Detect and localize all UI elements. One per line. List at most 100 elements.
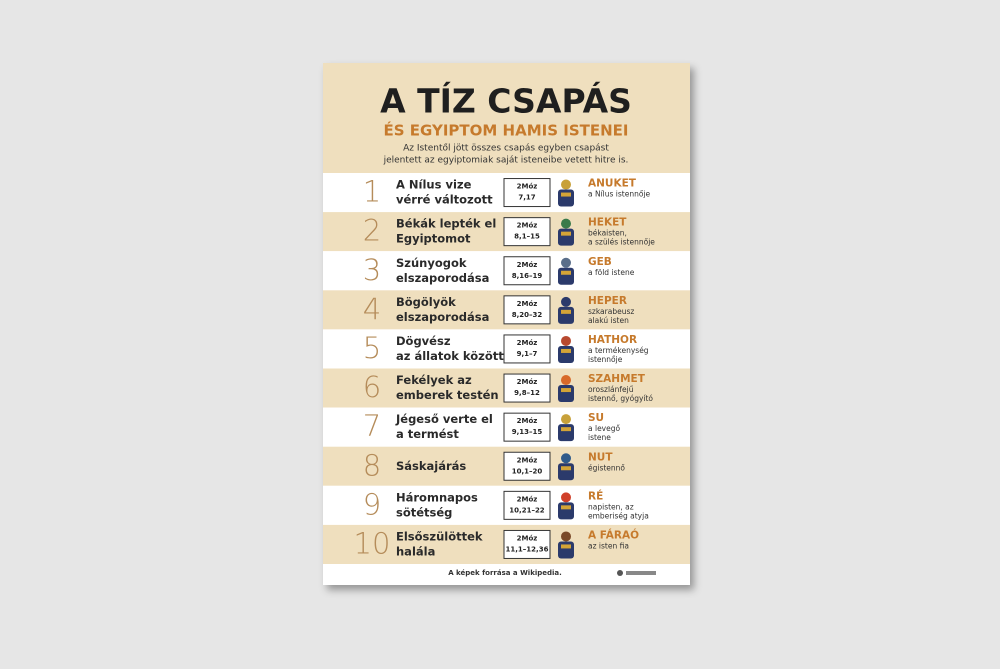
row-number: 7 [363, 409, 381, 443]
ref-verse: 8,1–15 [514, 233, 540, 241]
logo [617, 570, 623, 576]
row-number: 2 [363, 214, 381, 248]
ref-book: 2Móz [517, 261, 538, 269]
god-name: A FÁRAÓ [588, 528, 639, 541]
ref-box [503, 451, 551, 481]
ref-box [503, 334, 551, 364]
god-desc: a föld istene [588, 268, 635, 277]
god-name: HEKET [588, 217, 627, 229]
god-desc: a levegő [588, 424, 620, 433]
intro: jelentett az egyiptomiak saját isteneibe… [383, 156, 629, 166]
god-name: SZAHMET [588, 373, 646, 385]
god-icon-head [561, 414, 571, 425]
ref-box [503, 490, 551, 520]
plague-text: elszaporodása [396, 310, 489, 324]
row-number: 4 [363, 292, 381, 326]
row-number: 1 [363, 175, 381, 209]
ref-verse: 9,8–12 [514, 389, 540, 397]
ref-book: 2Móz [517, 300, 538, 308]
god-icon-head [561, 375, 571, 386]
god-desc: a szülés istennője [588, 238, 655, 247]
god-desc: az isten fia [588, 541, 629, 550]
row-number: 5 [363, 331, 381, 365]
row-number: 3 [363, 253, 381, 287]
god-desc: szkarabeusz [588, 307, 634, 316]
row-number: 10 [354, 526, 391, 560]
god-desc: égistennő [588, 463, 625, 472]
ref-box [503, 529, 551, 559]
ref-verse: 10,1–20 [512, 467, 543, 475]
god-icon-head [561, 492, 571, 503]
plague-text: Bögölyök [396, 295, 456, 309]
god-desc: emberiség atyja [588, 511, 649, 520]
ref-box [503, 295, 551, 325]
god-icon-body [558, 306, 574, 324]
god-desc: oroszlánfejű [588, 385, 634, 394]
row-number: 8 [363, 448, 381, 482]
title: A TÍZ CSAPÁS [380, 81, 632, 121]
god-icon-head [561, 296, 571, 307]
ref-verse: 9,13–15 [512, 428, 543, 436]
god-icon-body [558, 424, 574, 442]
ref-verse: 8,20–32 [512, 311, 543, 319]
god-desc: a Nílus istennője [588, 190, 651, 199]
god-name: HEPER [588, 295, 627, 307]
god-icon-head [561, 531, 571, 542]
god-icon-body [558, 267, 574, 285]
god-name: SU [588, 412, 604, 424]
god-desc: istennő, gyógyító [588, 394, 653, 403]
god-icon-body [558, 502, 574, 520]
god-icon-detail [561, 348, 571, 353]
plague-text: Sáskajárás [396, 459, 466, 473]
ref-verse: 10,21–22 [509, 506, 545, 514]
plague-text: elszaporodása [396, 271, 489, 285]
god-desc: a termékenység [588, 346, 649, 355]
ref-verse: 8,16–19 [512, 272, 543, 280]
god-desc: istene [588, 433, 611, 442]
plague-text: Egyiptomot [396, 232, 471, 246]
ref-book: 2Móz [517, 378, 538, 386]
god-icon-body [558, 345, 574, 363]
ref-box [503, 373, 551, 403]
plague-text: vérré változott [396, 193, 493, 207]
god-icon-detail [561, 309, 571, 314]
god-desc: napisten, az [588, 502, 634, 511]
god-icon-detail [561, 505, 571, 510]
plague-text: sötétség [396, 505, 452, 519]
god-icon-body [558, 463, 574, 481]
god-name: ANUKET [588, 178, 637, 190]
header-bg [323, 63, 690, 173]
plague-text: Békák lepték el [396, 217, 496, 231]
plague-text: Jégeső verte el [395, 412, 493, 426]
row-number: 9 [363, 487, 381, 521]
ref-book: 2Móz [517, 222, 538, 230]
god-icon-detail [561, 466, 571, 471]
god-name: NUT [588, 451, 613, 463]
god-name: RÉ [588, 489, 603, 502]
ref-book: 2Móz [517, 534, 538, 542]
plague-text: emberek testén [396, 388, 499, 402]
plague-text: Elsőszülöttek [396, 529, 483, 543]
source-note: A képek forrása a Wikipedia. [448, 569, 562, 577]
god-icon-detail [561, 388, 571, 393]
god-icon-head [561, 257, 571, 268]
god-name: HATHOR [588, 334, 637, 346]
god-icon-detail [561, 231, 571, 236]
god-icon-detail [561, 270, 571, 275]
plague-text: a termést [396, 427, 459, 441]
ref-box [503, 178, 551, 208]
plague-text: Dögvész [396, 334, 451, 348]
ref-box [503, 412, 551, 442]
god-icon-head [561, 335, 571, 346]
god-icon-body [558, 385, 574, 403]
plague-text: az állatok között [396, 349, 504, 363]
ref-book: 2Móz [517, 495, 538, 503]
ref-verse: 9,1–7 [517, 350, 538, 358]
god-icon-detail [561, 544, 571, 549]
god-icon-head [561, 179, 571, 190]
god-icon-body [558, 541, 574, 559]
god-icon-body [558, 228, 574, 246]
plague-text: A Nílus vize [396, 178, 472, 192]
ref-verse: 11,1–12,36 [506, 545, 549, 553]
